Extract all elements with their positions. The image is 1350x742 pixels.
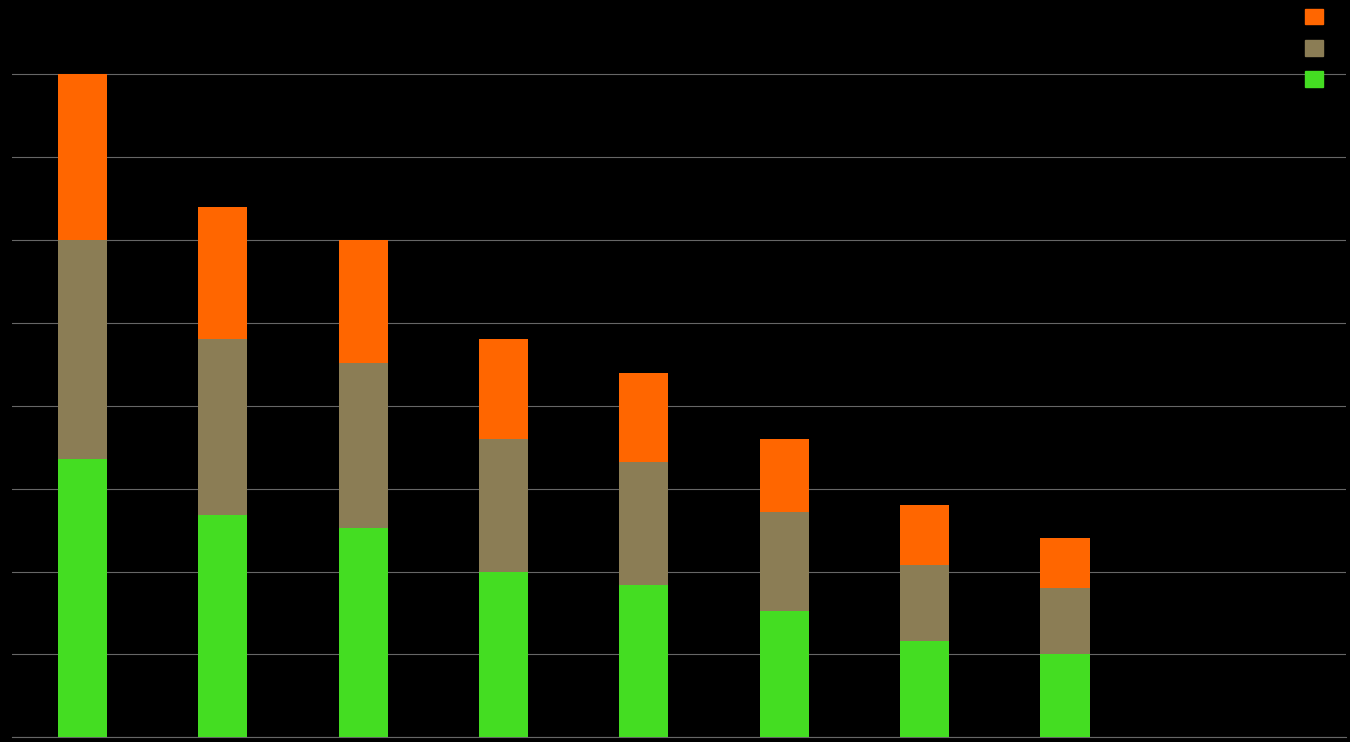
Bar (58, 459, 107, 738)
Bar (760, 512, 809, 611)
Bar (479, 340, 528, 439)
Legend: , , : , , (1297, 1, 1338, 95)
Bar (339, 363, 387, 528)
Bar (620, 372, 668, 462)
Bar (900, 641, 949, 738)
Bar (58, 74, 107, 240)
Bar (900, 565, 949, 641)
Bar (198, 340, 247, 515)
Bar (479, 439, 528, 571)
Bar (760, 439, 809, 512)
Bar (479, 571, 528, 738)
Bar (620, 462, 668, 585)
Bar (198, 207, 247, 340)
Bar (58, 240, 107, 459)
Bar (339, 240, 387, 363)
Bar (1041, 539, 1089, 588)
Bar (760, 611, 809, 738)
Bar (1041, 588, 1089, 654)
Bar (900, 505, 949, 565)
Bar (1041, 654, 1089, 738)
Bar (339, 528, 387, 738)
Bar (198, 515, 247, 738)
Bar (620, 585, 668, 738)
